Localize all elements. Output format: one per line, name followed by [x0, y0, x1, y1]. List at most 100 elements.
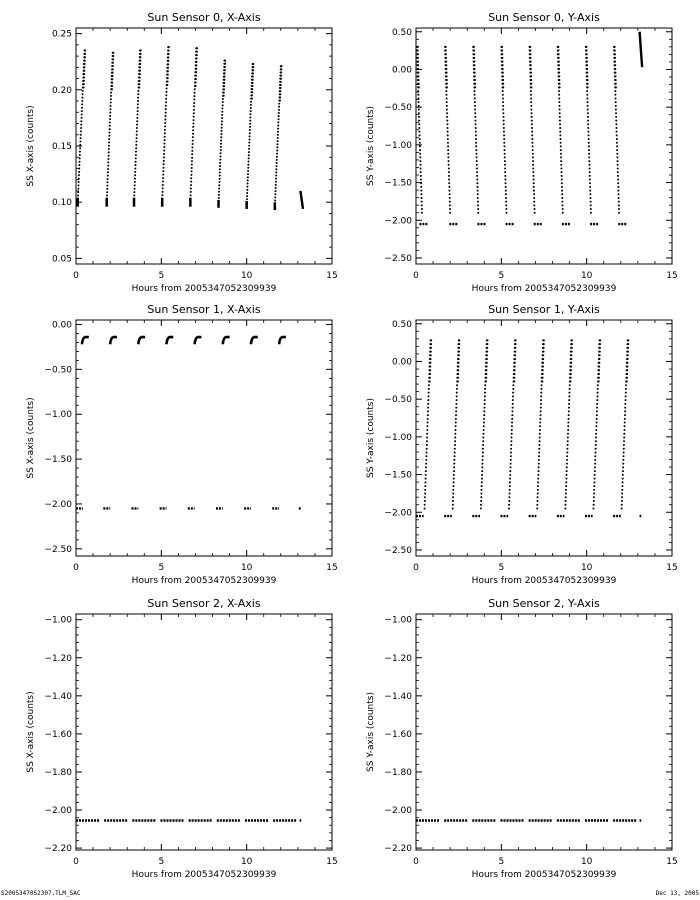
data-point	[220, 129, 223, 132]
chart-panel-5: Sun Sensor 2, X-Axis 0 5 10 15 −1.00 −1.20 −1.4…	[26, 597, 338, 880]
data-point	[274, 190, 277, 193]
data-point	[617, 200, 620, 203]
y-tick-label: −0.50	[384, 103, 412, 113]
data-point	[473, 75, 476, 78]
data-point	[418, 134, 421, 137]
chart-title: Sun Sensor 1, Y-Axis	[488, 303, 600, 316]
data-point	[569, 372, 572, 376]
data-point	[221, 107, 224, 110]
data-point	[219, 165, 222, 168]
data-point	[539, 414, 542, 417]
chart-panel-1: Sun Sensor 0, X-Axis 0 5 10 15 0.05 0.10 0.15 0.…	[26, 11, 338, 294]
data-point	[163, 152, 166, 155]
data-point	[190, 173, 193, 176]
data-point	[246, 173, 249, 176]
data-point	[279, 90, 282, 93]
data-point	[167, 49, 170, 52]
data-point	[589, 189, 592, 192]
data-point	[426, 436, 429, 439]
data-point	[134, 160, 137, 163]
data-point	[588, 163, 591, 166]
data-point	[503, 141, 506, 144]
data-point	[426, 429, 429, 432]
data-point	[451, 503, 454, 506]
data-point	[221, 110, 224, 113]
data-point	[511, 399, 514, 402]
data-point	[561, 211, 564, 214]
data-point	[444, 49, 447, 52]
data-point	[485, 354, 488, 357]
data-point	[456, 380, 459, 383]
data-point	[221, 117, 224, 120]
data-point	[586, 78, 589, 82]
data-point	[483, 391, 486, 394]
data-point	[280, 65, 283, 68]
data-point	[192, 129, 195, 132]
data-point	[222, 85, 226, 88]
data-point	[585, 53, 588, 56]
data-point	[223, 59, 227, 62]
data-point	[503, 145, 506, 148]
data-point	[620, 500, 623, 503]
data-point	[139, 59, 142, 62]
data-point	[613, 60, 617, 63]
data-point	[276, 140, 279, 143]
data-point	[586, 75, 589, 78]
data-point	[419, 163, 422, 166]
data-point	[593, 481, 596, 484]
data-point	[446, 112, 449, 115]
data-point	[448, 193, 451, 196]
data-point	[83, 52, 87, 55]
data-point	[449, 211, 452, 214]
data-point	[108, 121, 111, 124]
data-segment	[249, 335, 258, 345]
data-point	[419, 178, 422, 181]
data-point	[585, 67, 589, 71]
data-point	[621, 488, 624, 491]
data-point	[587, 130, 590, 133]
data-point	[568, 384, 571, 387]
data-point	[614, 101, 617, 104]
data-point	[77, 187, 80, 190]
data-point	[220, 139, 223, 142]
data-point	[542, 350, 545, 353]
data-point	[538, 443, 541, 446]
data-point	[483, 399, 486, 402]
data-point	[529, 90, 532, 93]
data-point	[513, 369, 516, 372]
y-tick-label: 0.05	[52, 254, 72, 264]
data-point	[624, 395, 627, 398]
data-point	[620, 507, 623, 510]
data-point	[593, 485, 596, 488]
data-point	[529, 53, 532, 56]
data-point	[566, 455, 569, 458]
data-point	[559, 134, 562, 137]
data-point	[589, 185, 592, 188]
data-point	[446, 123, 449, 126]
data-point	[623, 417, 626, 420]
data-point	[558, 78, 561, 82]
data-point	[251, 75, 254, 78]
data-point	[429, 361, 432, 364]
data-point	[626, 369, 629, 372]
data-point	[560, 160, 563, 163]
data-point	[540, 387, 543, 390]
data-point	[164, 118, 167, 121]
data-point	[275, 168, 278, 171]
data-point	[190, 184, 193, 187]
x-tick-label: 5	[498, 271, 504, 281]
data-point	[566, 443, 569, 446]
data-point	[480, 481, 483, 484]
data-point	[558, 115, 561, 118]
x-tick-label: 0	[413, 271, 419, 281]
data-point	[78, 150, 81, 153]
data-point	[559, 130, 562, 133]
data-point	[559, 138, 562, 141]
data-point	[192, 122, 195, 125]
data-point	[448, 196, 451, 199]
data-point	[622, 458, 625, 461]
data-point	[417, 97, 420, 100]
data-point	[533, 200, 536, 203]
data-point	[530, 78, 533, 82]
data-point	[420, 189, 423, 192]
